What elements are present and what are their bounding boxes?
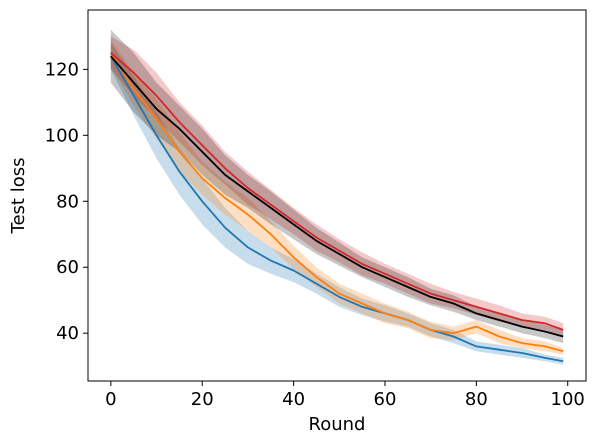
series-line-4 xyxy=(110,55,564,338)
x-axis-ticks: 0 20 40 60 80 100 xyxy=(105,381,585,410)
x-tick-label: 40 xyxy=(282,389,305,410)
uncertainty-bands xyxy=(110,29,564,365)
y-tick-label: 120 xyxy=(45,59,79,80)
x-tick-label: 0 xyxy=(105,389,116,410)
y-tick-label: 40 xyxy=(56,323,79,344)
series-line-3 xyxy=(110,52,564,331)
plot-frame xyxy=(87,9,587,382)
series-line-2 xyxy=(110,52,564,353)
y-axis-label: Test loss xyxy=(8,158,29,235)
x-tick-label: 100 xyxy=(551,389,585,410)
x-tick-label: 60 xyxy=(374,389,397,410)
y-axis-ticks: 40 60 80 100 120 xyxy=(45,59,88,344)
x-tick-label: 20 xyxy=(191,389,214,410)
y-tick-label: 100 xyxy=(45,125,79,146)
y-tick-label: 60 xyxy=(56,257,79,278)
x-axis-label: Round xyxy=(309,414,366,435)
series-line-1 xyxy=(110,55,564,363)
series-lines xyxy=(110,52,564,363)
series-band-1 xyxy=(110,43,564,365)
y-tick-label: 80 xyxy=(56,191,79,212)
x-tick-label: 80 xyxy=(465,389,488,410)
